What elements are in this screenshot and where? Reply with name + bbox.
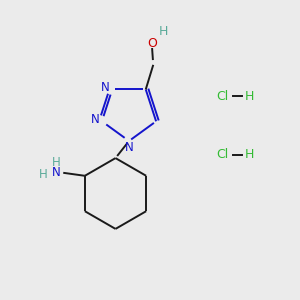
Text: H: H — [244, 89, 254, 103]
Text: N: N — [124, 141, 134, 154]
Text: H: H — [52, 156, 61, 169]
Text: Cl: Cl — [216, 148, 228, 161]
Text: H: H — [244, 148, 254, 161]
Text: N: N — [52, 166, 61, 179]
Text: H: H — [38, 168, 47, 181]
Text: H: H — [158, 25, 168, 38]
Text: N: N — [91, 113, 100, 126]
Text: Cl: Cl — [216, 89, 228, 103]
Text: N: N — [101, 81, 110, 94]
Text: O: O — [147, 37, 157, 50]
